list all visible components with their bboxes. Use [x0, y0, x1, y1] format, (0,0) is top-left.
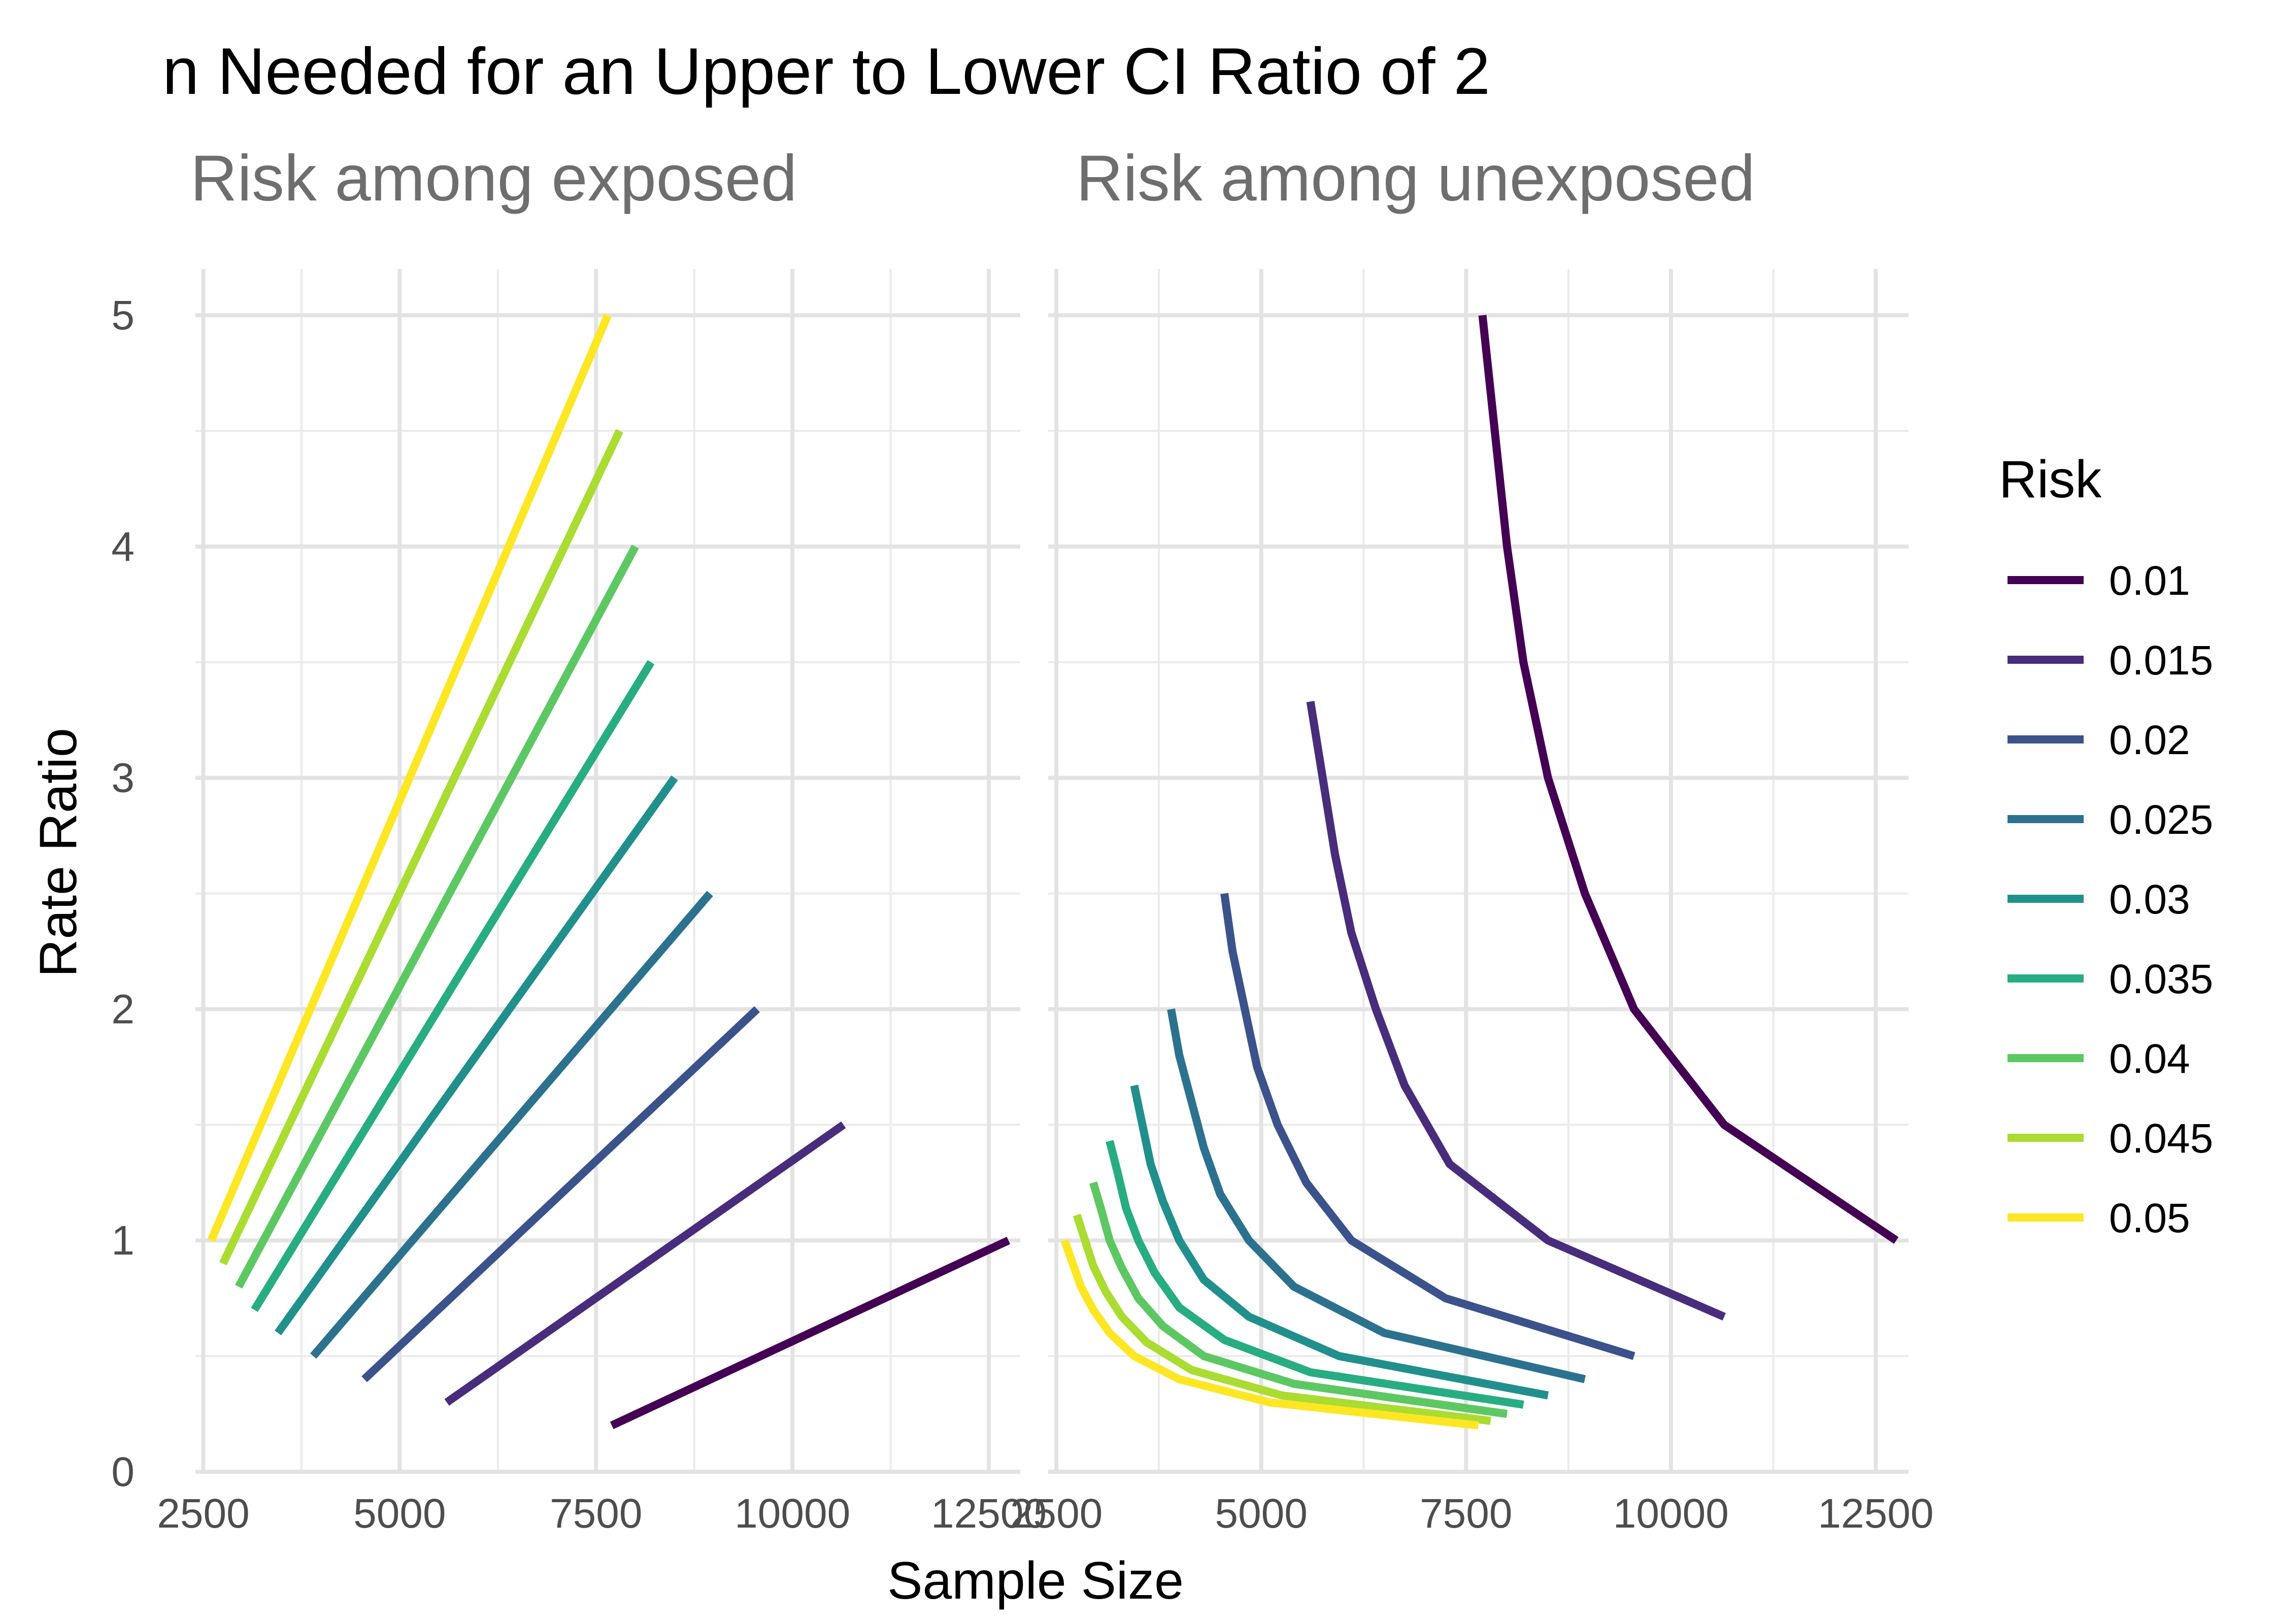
series-line-0.045 — [1073, 1213, 1491, 1425]
panel-strip-label: Risk among exposed — [190, 142, 797, 215]
x-tick-label: 10000 — [1613, 1491, 1729, 1537]
legend: Risk 0.01 0.015 0.02 0.025 0.03 0.035 0.04 0.04… — [1999, 450, 2213, 1241]
series-line-0.025 — [1167, 1008, 1586, 1383]
series-line-0.035 — [251, 660, 655, 1312]
series-line-0.04 — [1089, 1181, 1508, 1418]
legend-label: 0.05 — [2109, 1195, 2190, 1241]
panel-2: Risk among unexposed 2500 5000 7500 10000 125… — [1010, 142, 1934, 1537]
chart-title: n Needed for an Upper to Lower CI Ratio … — [162, 34, 1490, 108]
series-line-0.015 — [1306, 701, 1726, 1321]
legend-label: 0.03 — [2109, 876, 2190, 923]
x-tick-label: 7500 — [1420, 1491, 1512, 1537]
series-line-0.025 — [310, 891, 713, 1359]
legend-label: 0.035 — [2109, 956, 2213, 1002]
legend-label: 0.025 — [2109, 797, 2213, 843]
series-line-0.035 — [1106, 1140, 1524, 1409]
x-tick-label: 12500 — [931, 1491, 1047, 1537]
x-tick-label: 2500 — [157, 1491, 249, 1537]
x-tick-label: 2500 — [1010, 1491, 1102, 1537]
panel-strip-label: Risk among unexposed — [1076, 142, 1755, 215]
series-line-0.02 — [1220, 893, 1635, 1360]
legend-label: 0.04 — [2109, 1036, 2190, 1082]
y-tick-label: 0 — [111, 1449, 135, 1495]
series-line-0.05 — [1060, 1239, 1479, 1430]
x-tick-label: 7500 — [550, 1491, 642, 1537]
panel-1: Risk among exposed 2500 5000 7500 10000 12500 — [157, 142, 1047, 1537]
x-tick-label: 5000 — [353, 1491, 446, 1537]
series-line-0.045 — [219, 429, 623, 1266]
y-tick-label: 3 — [111, 755, 135, 801]
series-line-0.015 — [444, 1121, 846, 1406]
x-tick-label: 10000 — [734, 1491, 850, 1537]
series-line-0.05 — [207, 314, 612, 1242]
series-line-0.02 — [361, 1006, 760, 1382]
series-line-0.04 — [235, 545, 639, 1289]
series-line-0.03 — [274, 775, 678, 1336]
y-tick-label: 5 — [111, 292, 135, 339]
y-tick-label: 2 — [111, 986, 135, 1032]
legend-label: 0.015 — [2109, 637, 2213, 684]
legend-title: Risk — [1999, 450, 2102, 509]
x-tick-label: 12500 — [1818, 1491, 1933, 1537]
x-axis-title: Sample Size — [887, 1551, 1184, 1610]
y-axis-title: Rate Ratio — [29, 728, 88, 977]
series-line-0.03 — [1130, 1085, 1549, 1400]
series-line-0.01 — [1478, 315, 1899, 1244]
legend-label: 0.045 — [2109, 1115, 2213, 1162]
legend-label: 0.02 — [2109, 717, 2190, 763]
series-line-0.01 — [610, 1236, 1011, 1430]
x-tick-label: 5000 — [1215, 1491, 1308, 1537]
legend-label: 0.01 — [2109, 558, 2190, 604]
y-tick-label: 4 — [111, 524, 135, 570]
y-tick-label: 1 — [111, 1217, 135, 1264]
